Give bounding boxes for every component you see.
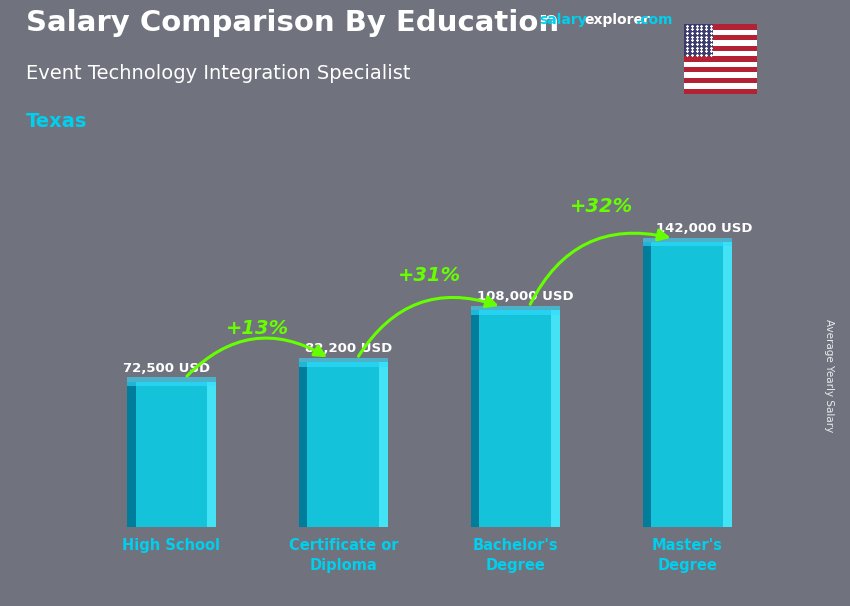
Bar bbox=[207, 382, 216, 527]
Text: 108,000 USD: 108,000 USD bbox=[478, 290, 574, 303]
Bar bbox=[684, 56, 756, 62]
Bar bbox=[684, 88, 756, 94]
Bar bbox=[684, 24, 713, 56]
Text: .com: .com bbox=[636, 13, 673, 27]
Text: 72,500 USD: 72,500 USD bbox=[123, 362, 210, 375]
Text: Average Yearly Salary: Average Yearly Salary bbox=[824, 319, 834, 432]
Bar bbox=[684, 73, 756, 78]
Text: salary: salary bbox=[540, 13, 587, 27]
Bar bbox=[471, 306, 560, 315]
Text: explorer: explorer bbox=[585, 13, 650, 27]
Bar bbox=[643, 242, 732, 527]
Bar bbox=[471, 310, 560, 527]
Text: Event Technology Integration Specialist: Event Technology Integration Specialist bbox=[26, 64, 410, 82]
Bar bbox=[551, 310, 560, 527]
Text: 142,000 USD: 142,000 USD bbox=[656, 222, 753, 235]
Bar bbox=[684, 41, 756, 45]
Bar bbox=[643, 238, 732, 247]
Text: +31%: +31% bbox=[398, 265, 461, 285]
Bar bbox=[643, 242, 651, 527]
Bar bbox=[684, 24, 756, 30]
Bar bbox=[684, 67, 756, 73]
Bar bbox=[684, 45, 756, 51]
Text: Salary Comparison By Education: Salary Comparison By Education bbox=[26, 9, 558, 37]
Text: +32%: +32% bbox=[570, 198, 632, 216]
Bar bbox=[471, 310, 479, 527]
Bar bbox=[684, 78, 756, 83]
Text: +13%: +13% bbox=[226, 319, 289, 338]
Bar bbox=[298, 362, 388, 527]
Bar bbox=[298, 358, 388, 367]
Bar bbox=[684, 62, 756, 67]
Bar bbox=[723, 242, 732, 527]
Bar bbox=[127, 377, 216, 386]
Bar bbox=[298, 362, 308, 527]
Bar bbox=[127, 382, 216, 527]
Bar bbox=[684, 83, 756, 88]
Bar bbox=[684, 30, 756, 35]
Text: 82,200 USD: 82,200 USD bbox=[305, 342, 393, 355]
Bar bbox=[684, 35, 756, 41]
Text: Texas: Texas bbox=[26, 112, 87, 131]
Bar bbox=[684, 51, 756, 56]
Bar bbox=[379, 362, 388, 527]
Bar bbox=[127, 382, 135, 527]
